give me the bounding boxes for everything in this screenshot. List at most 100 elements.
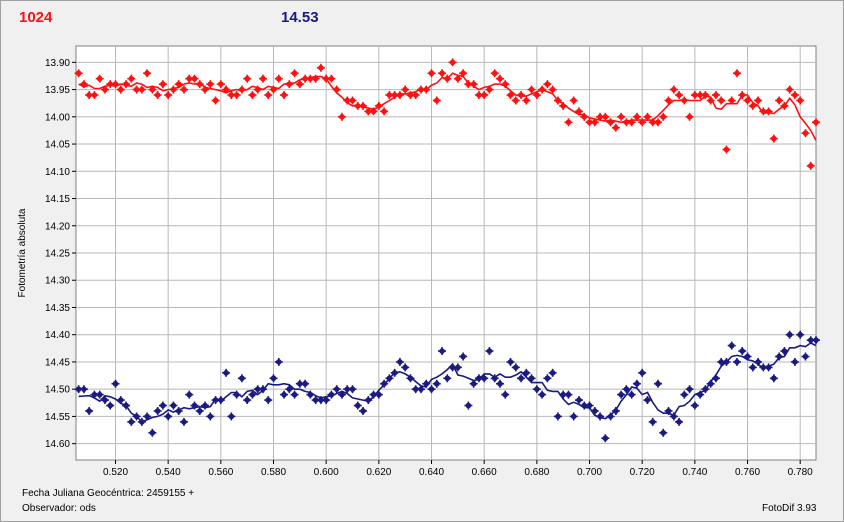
data-point xyxy=(137,417,146,426)
data-point xyxy=(322,396,331,405)
data-point xyxy=(232,390,241,399)
data-point xyxy=(237,85,246,94)
data-point xyxy=(438,69,447,78)
y-tick-label: 13.95 xyxy=(45,85,70,96)
series-red xyxy=(74,58,820,170)
data-point xyxy=(290,69,299,78)
data-point xyxy=(79,80,88,89)
data-point xyxy=(495,379,504,388)
data-point xyxy=(222,85,231,94)
data-point xyxy=(574,396,583,405)
data-point xyxy=(395,91,404,100)
data-point xyxy=(780,347,789,356)
data-point xyxy=(95,74,104,83)
x-tick-label: 0.740 xyxy=(682,467,707,478)
data-point xyxy=(359,406,368,415)
data-point xyxy=(638,368,647,377)
data-point xyxy=(606,412,615,421)
data-point xyxy=(169,85,178,94)
data-point xyxy=(453,74,462,83)
data-point xyxy=(148,85,157,94)
data-point xyxy=(738,347,747,356)
data-point xyxy=(743,96,752,105)
data-point xyxy=(401,363,410,372)
data-point xyxy=(664,96,673,105)
data-point xyxy=(553,412,562,421)
data-point xyxy=(543,374,552,383)
data-point xyxy=(627,118,636,127)
data-point xyxy=(464,401,473,410)
data-point xyxy=(443,74,452,83)
data-point xyxy=(264,396,273,405)
observer-label: Observador: ods xyxy=(22,503,96,514)
data-point xyxy=(538,85,547,94)
data-point xyxy=(701,91,710,100)
data-point xyxy=(775,352,784,361)
data-point xyxy=(306,390,315,399)
data-point xyxy=(311,74,320,83)
data-point xyxy=(85,406,94,415)
data-point xyxy=(174,80,183,89)
data-point xyxy=(627,390,636,399)
data-point xyxy=(185,74,194,83)
x-tick-label: 0.580 xyxy=(261,467,286,478)
data-point xyxy=(432,96,441,105)
data-point xyxy=(206,412,215,421)
data-point xyxy=(416,85,425,94)
data-point xyxy=(569,96,578,105)
data-point xyxy=(732,69,741,78)
y-tick-label: 14.50 xyxy=(45,385,70,396)
data-point xyxy=(764,363,773,372)
data-point xyxy=(306,74,315,83)
data-point xyxy=(659,112,668,121)
data-point xyxy=(411,91,420,100)
data-point xyxy=(580,112,589,121)
data-point xyxy=(143,69,152,78)
x-tick-label: 0.680 xyxy=(524,467,549,478)
data-point xyxy=(711,91,720,100)
data-point xyxy=(564,118,573,127)
y-tick-label: 14.25 xyxy=(45,249,70,260)
data-point xyxy=(506,357,515,366)
data-point xyxy=(374,101,383,110)
data-point xyxy=(438,347,447,356)
data-point xyxy=(727,341,736,350)
x-tick-label: 0.520 xyxy=(103,467,128,478)
data-point xyxy=(132,412,141,421)
data-point xyxy=(195,80,204,89)
data-point xyxy=(643,112,652,121)
data-point xyxy=(596,112,605,121)
data-point xyxy=(596,412,605,421)
data-point xyxy=(443,374,452,383)
app-version-label: FotoDif 3.93 xyxy=(762,503,817,514)
data-point xyxy=(680,390,689,399)
data-point xyxy=(332,85,341,94)
data-point xyxy=(164,91,173,100)
data-point xyxy=(806,161,815,170)
data-point xyxy=(611,123,620,132)
data-point xyxy=(332,385,341,394)
data-point xyxy=(675,417,684,426)
x-tick-label: 0.560 xyxy=(208,467,233,478)
data-point xyxy=(564,390,573,399)
data-point xyxy=(748,101,757,110)
data-point xyxy=(480,374,489,383)
data-point xyxy=(459,352,468,361)
y-tick-label: 13.90 xyxy=(45,58,70,69)
data-point xyxy=(490,69,499,78)
data-point xyxy=(364,396,373,405)
data-point xyxy=(295,80,304,89)
data-point xyxy=(585,401,594,410)
data-point xyxy=(485,85,494,94)
data-point xyxy=(448,58,457,67)
data-point xyxy=(727,96,736,105)
y-tick-label: 14.30 xyxy=(45,276,70,287)
data-point xyxy=(543,80,552,89)
data-point xyxy=(775,96,784,105)
y-tick-label: 14.20 xyxy=(45,221,70,232)
data-point xyxy=(501,390,510,399)
data-point xyxy=(353,401,362,410)
data-point xyxy=(174,406,183,415)
data-point xyxy=(190,74,199,83)
